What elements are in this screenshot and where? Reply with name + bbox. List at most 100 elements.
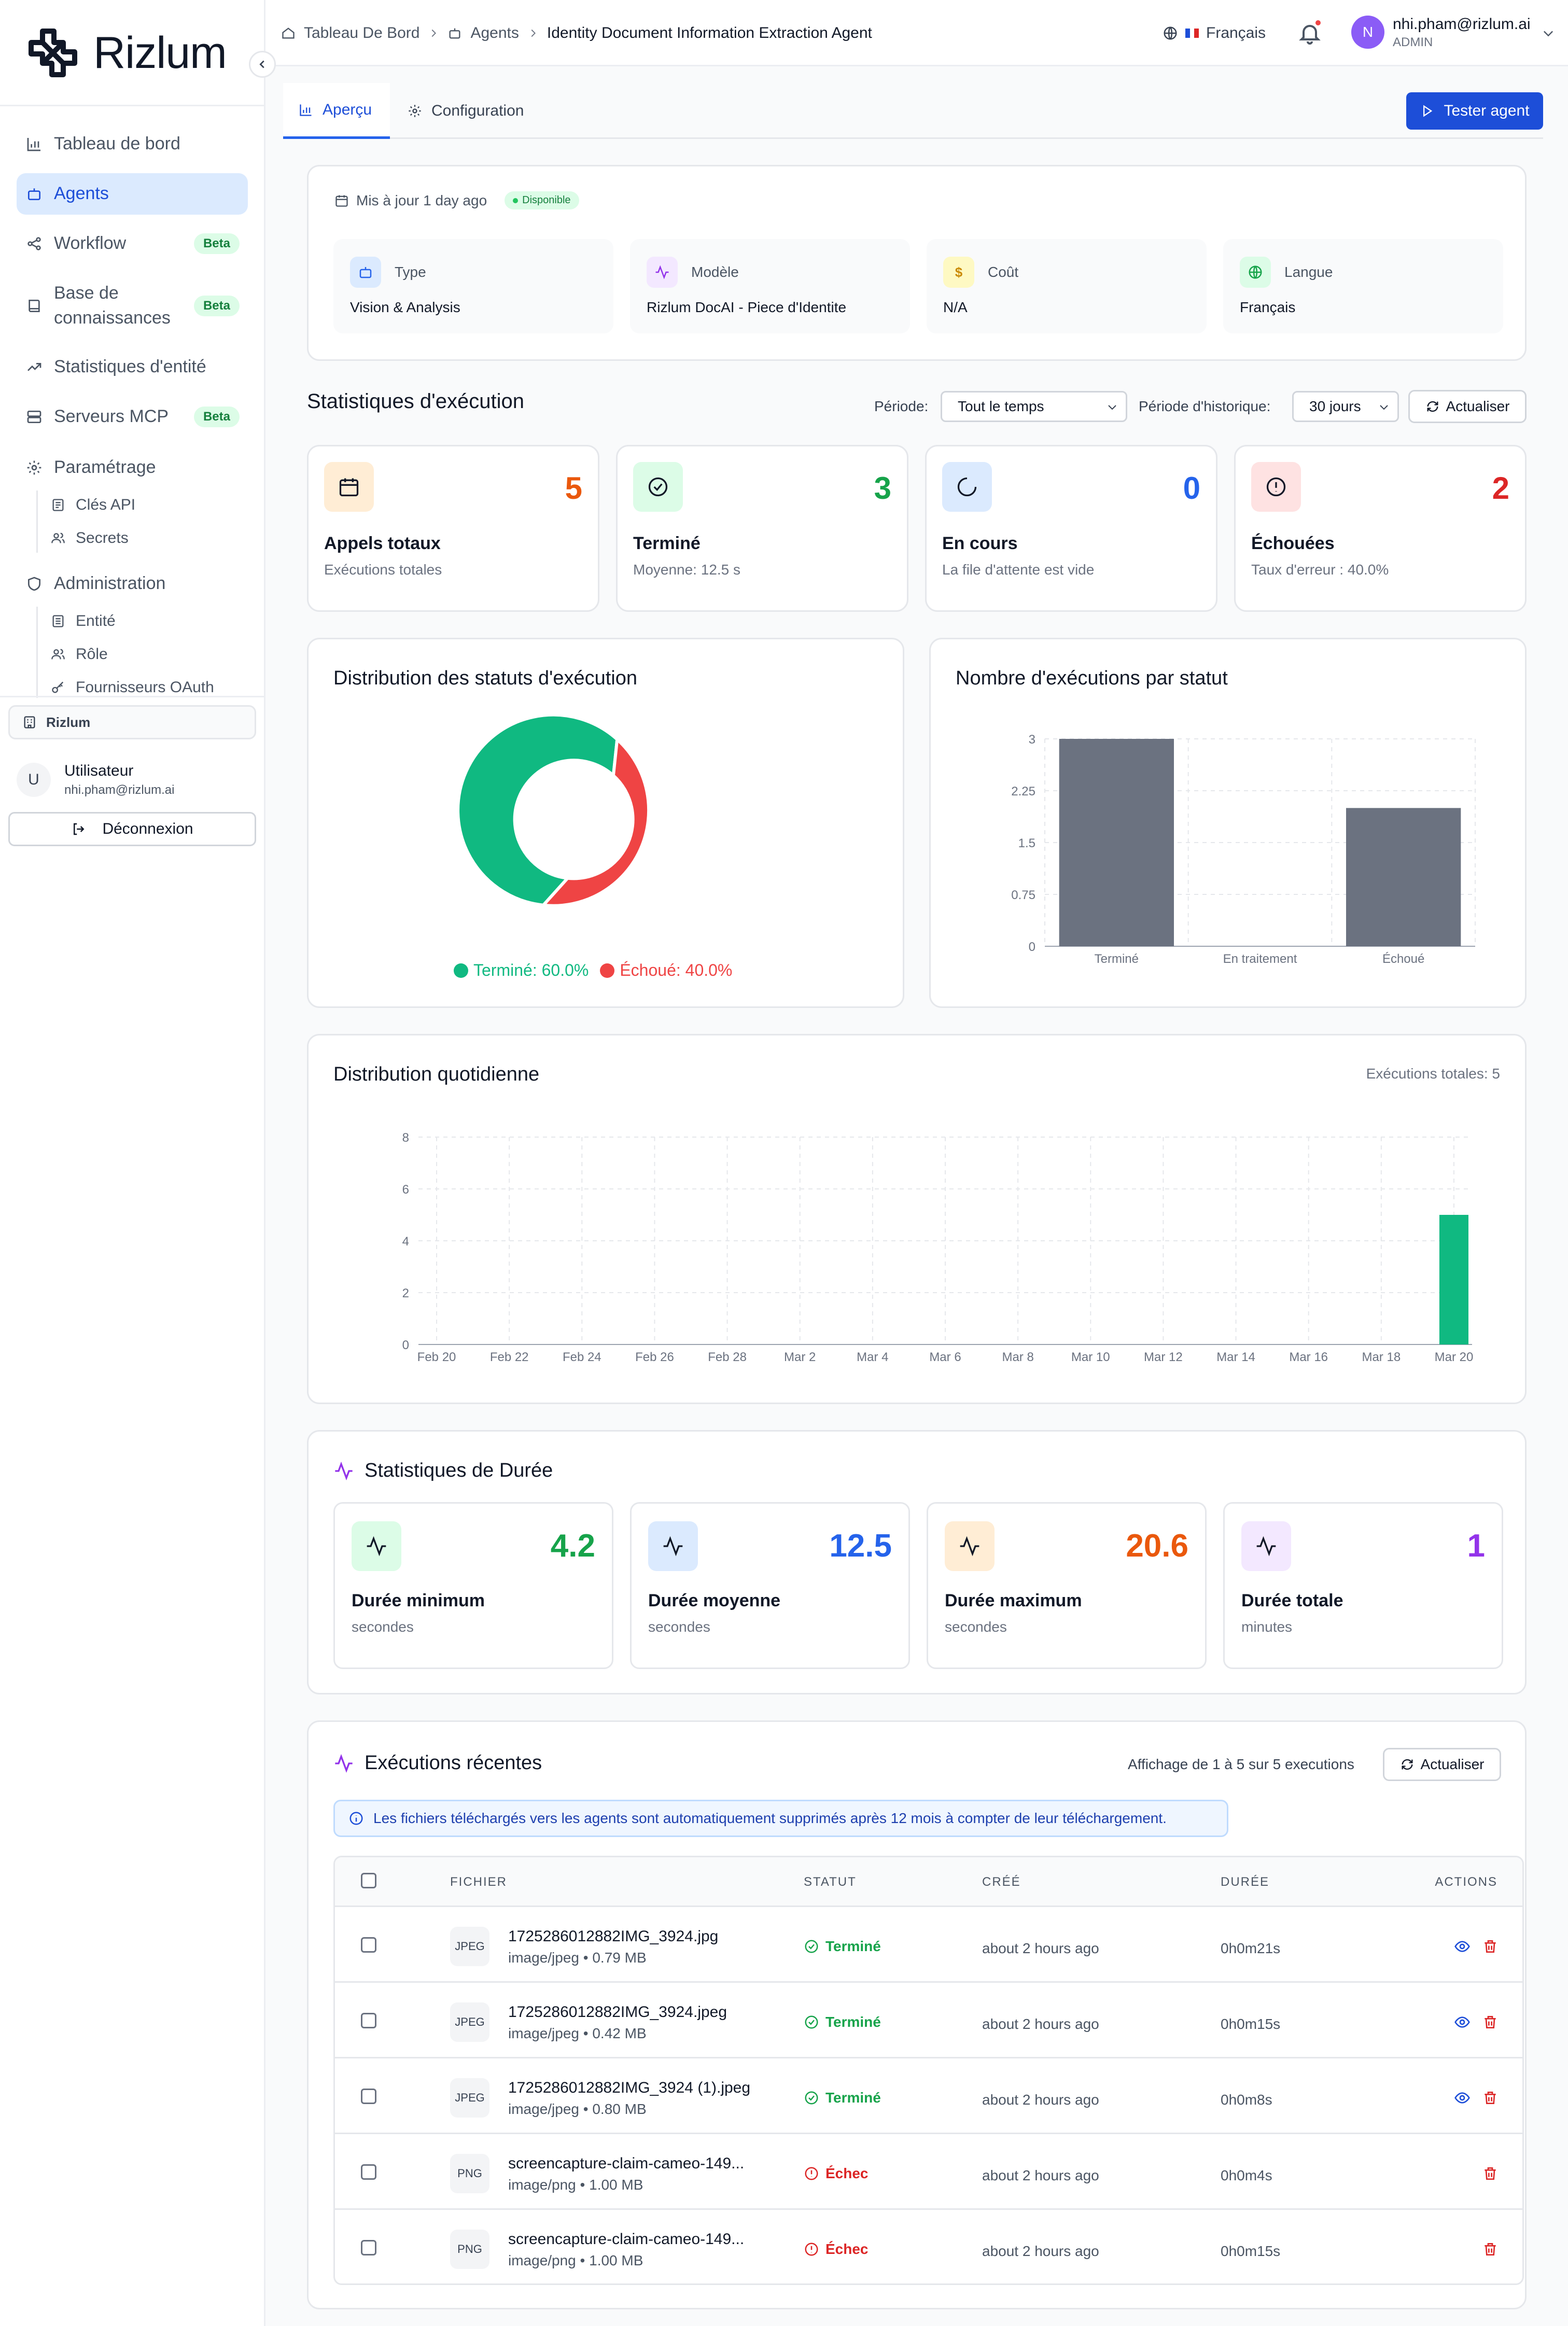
file-name[interactable]: screencapture-claim-cameo-149... (508, 2231, 745, 2248)
history-period-select[interactable]: 30 jours (1292, 391, 1399, 422)
duration-value: 4.2 (550, 1528, 595, 1564)
sidebar-subitem-secrets[interactable]: Secrets (51, 524, 129, 553)
file-meta: image/jpeg • 0.80 MB (508, 2101, 647, 2117)
tab-label: Configuration (431, 102, 524, 119)
file-meta: image/png • 1.00 MB (508, 2177, 643, 2193)
sidebar-item-administration[interactable]: Administration (17, 563, 248, 605)
info-label: Coût (988, 264, 1019, 280)
user-menu[interactable]: nhi.pham@rizlum.ai ADMIN (1393, 16, 1531, 50)
gear-icon (27, 460, 41, 475)
created-time: about 2 hours ago (982, 2016, 1099, 2032)
recent-header: Exécutions récentes (333, 1752, 542, 1774)
sidebar-item-dashboard[interactable]: Tableau de bord (17, 123, 248, 165)
status-badge: Terminé (804, 2014, 881, 2030)
legend-label: Échoué: 40.0% (620, 961, 733, 979)
refresh-executions-button[interactable]: Actualiser (1383, 1748, 1501, 1781)
row-checkbox[interactable] (361, 2013, 376, 2028)
globe-icon (1240, 257, 1271, 288)
pie-slice-Terminé (456, 713, 619, 907)
trending-up-icon (27, 363, 41, 371)
period-label: Période: (874, 398, 929, 414)
sidebar-divider (0, 696, 265, 697)
bar-chart-icon (300, 104, 312, 116)
chevron-down-icon (1380, 405, 1388, 410)
user-name: Utilisateur (64, 762, 134, 779)
chevron-down-icon[interactable] (1541, 26, 1556, 40)
info-value: Français (1240, 299, 1296, 315)
eye-icon[interactable] (1454, 1938, 1471, 1955)
trash-icon[interactable] (1482, 2090, 1499, 2106)
sidebar-item-settings[interactable]: Paramétrage (17, 447, 248, 488)
breadcrumb-agents[interactable]: Agents (470, 24, 519, 41)
trash-icon[interactable] (1482, 2014, 1499, 2030)
file-meta: image/png • 1.00 MB (508, 2252, 643, 2268)
check-circle-icon (633, 462, 683, 512)
info-value: Vision & Analysis (350, 299, 460, 315)
duration-tile-min: 4.2 Durée minimum secondes (333, 1502, 613, 1669)
eye-icon[interactable] (1454, 2014, 1471, 2030)
collapse-sidebar-button[interactable] (249, 51, 276, 78)
table-row: JPEG 1725286012882IMG_3924 (1).jpeg image/… (335, 2058, 1522, 2134)
row-checkbox[interactable] (361, 2089, 376, 2104)
y-tick-label: 0 (402, 1338, 409, 1352)
sidebar-subitem-role[interactable]: Rôle (51, 640, 108, 669)
sidebar-item-agents[interactable]: Agents (17, 173, 248, 215)
stat-title: En cours (942, 534, 1018, 553)
refresh-label: Actualiser (1420, 1756, 1485, 1772)
period-select[interactable]: Tout le temps (941, 391, 1127, 422)
sidebar-subitem-entity[interactable]: Entité (51, 607, 116, 636)
sidebar-subitem-oauth[interactable]: Fournisseurs OAuth (51, 673, 214, 702)
submenu-line (36, 607, 38, 698)
file-name[interactable]: 1725286012882IMG_3924.jpeg (508, 2003, 727, 2021)
trash-icon[interactable] (1482, 1938, 1499, 1955)
table-row: JPEG 1725286012882IMG_3924.jpg image/jpeg … (335, 1907, 1522, 1983)
refresh-icon (1402, 1759, 1413, 1770)
refresh-stats-button[interactable]: Actualiser (1408, 390, 1527, 423)
row-checkbox[interactable] (361, 2164, 376, 2180)
sidebar-item-mcp-servers[interactable]: Serveurs MCP Beta (17, 396, 248, 438)
status-text: Terminé (825, 1938, 881, 1954)
duration-label: Durée totale (1241, 1591, 1343, 1610)
breadcrumb-dashboard[interactable]: Tableau De Bord (304, 24, 420, 41)
sidebar-item-knowledge-base[interactable]: Base de connaissances Beta (17, 277, 248, 335)
refresh-label: Actualiser (1446, 398, 1510, 414)
sidebar-item-label: Serveurs MCP (54, 407, 169, 427)
file-name[interactable]: screencapture-claim-cameo-149... (508, 2155, 745, 2172)
row-checkbox[interactable] (361, 2240, 376, 2255)
test-agent-button[interactable]: Tester agent (1406, 92, 1543, 130)
shield-icon (28, 577, 40, 591)
select-all-checkbox[interactable] (361, 1873, 376, 1888)
row-checkbox[interactable] (361, 1937, 376, 1953)
eye-icon[interactable] (1454, 2090, 1471, 2106)
logout-button[interactable]: Déconnexion (8, 812, 256, 846)
file-name[interactable]: 1725286012882IMG_3924 (1).jpeg (508, 2079, 751, 2096)
activity-icon (335, 1461, 353, 1480)
row-actions (1482, 2165, 1499, 2182)
sidebar-item-workflow[interactable]: Workflow Beta (17, 223, 248, 264)
bar-chart-icon (27, 138, 40, 151)
column-header: FICHIER (450, 1875, 507, 1889)
tab-configuration[interactable]: Configuration (392, 83, 539, 139)
tab-overview[interactable]: Aperçu (283, 83, 390, 139)
sidebar-item-label: Statistiques d'entité (54, 357, 206, 377)
logo[interactable]: Rizlum (27, 27, 227, 79)
trash-icon[interactable] (1482, 2241, 1499, 2258)
info-label: Langue (1284, 264, 1333, 280)
sidebar-subitem-api-keys[interactable]: Clés API (51, 491, 135, 520)
stat-subtitle: Taux d'erreur : 40.0% (1251, 562, 1389, 578)
loader-icon (942, 462, 992, 512)
sidebar-item-entity-stats[interactable]: Statistiques d'entité (17, 346, 248, 388)
beta-badge: Beta (193, 407, 240, 427)
execution-duration: 0h0m15s (1221, 2243, 1281, 2259)
bell-icon[interactable] (1297, 21, 1322, 46)
sidebar-subitem-label: Rôle (76, 646, 108, 663)
y-tick-label: 8 (402, 1131, 409, 1145)
language-selector[interactable]: Français (1163, 0, 1266, 66)
duration-stats-card: Statistiques de Durée 4.2 Durée minimum … (307, 1430, 1527, 1694)
trash-icon[interactable] (1482, 2165, 1499, 2182)
file-name[interactable]: 1725286012882IMG_3924.jpg (508, 1928, 719, 1945)
donut-chart (456, 713, 651, 907)
avatar[interactable]: N (1351, 16, 1384, 49)
created-time: about 2 hours ago (982, 2092, 1099, 2108)
organization-selector[interactable]: Rizlum (8, 705, 256, 739)
